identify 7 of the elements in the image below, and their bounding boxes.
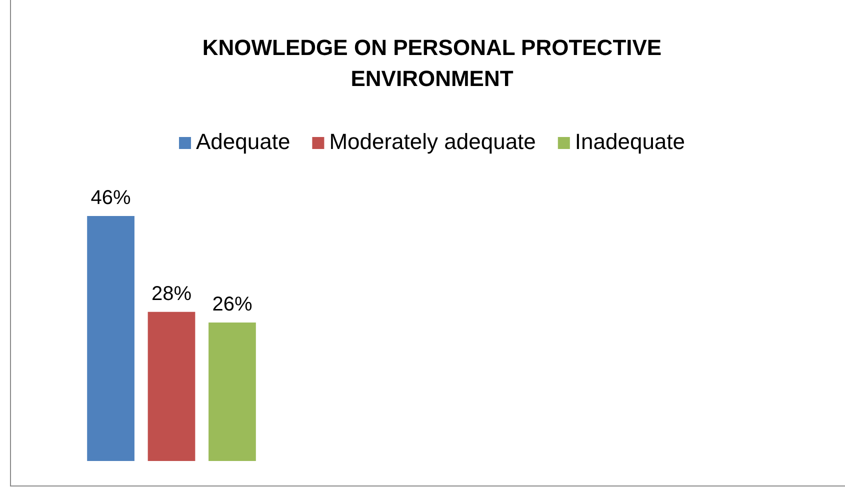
data-label: 28% [151,282,192,305]
legend-label: Moderately adequate [329,129,536,154]
legend-label: Inadequate [574,129,686,154]
text: KNOWLEDGE ON PERSONAL PROTECTIVE ENVIRONMENT [202,35,662,91]
data-label: 46% [90,187,132,209]
data-label: 26% [212,294,252,316]
legend-label: Adequate [196,129,290,154]
